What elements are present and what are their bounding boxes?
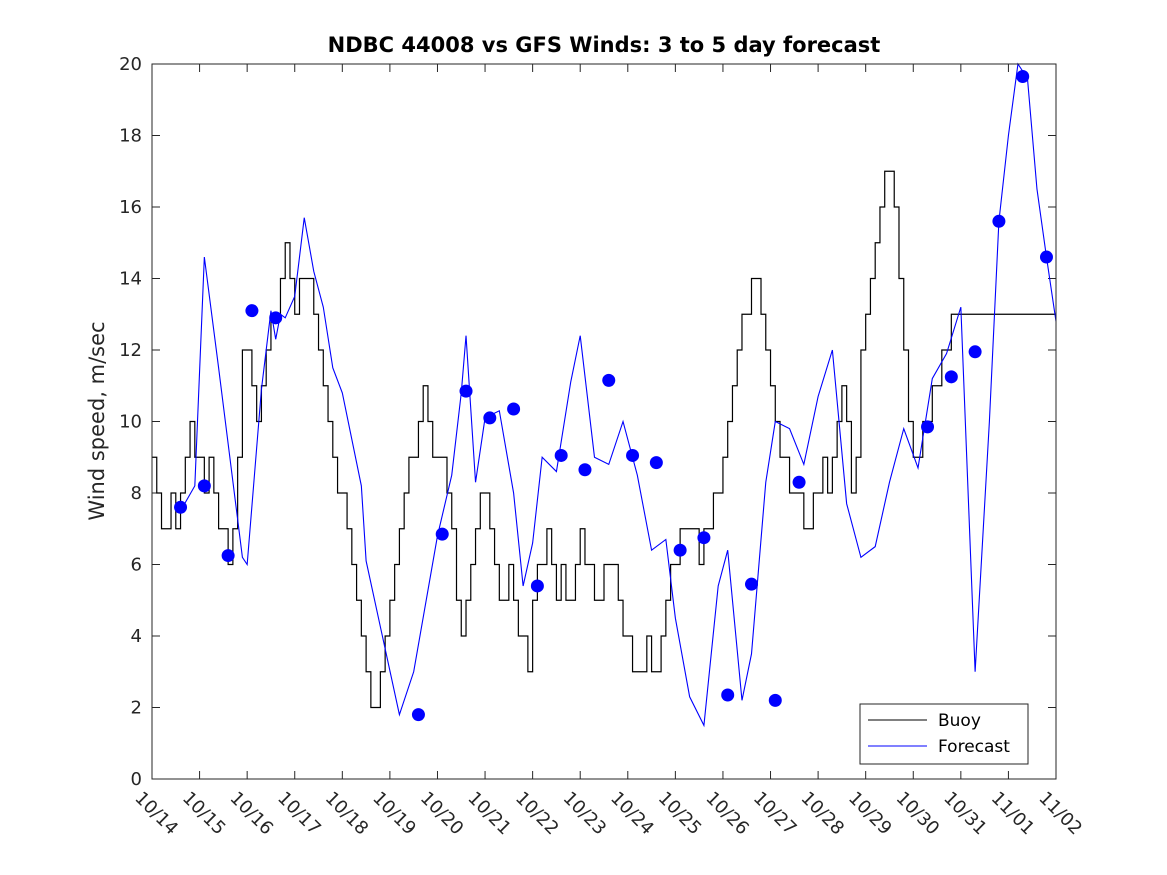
forecast-marker [649,456,663,470]
forecast-marker [483,411,497,425]
forecast-marker [1039,250,1053,264]
forecast-marker [992,214,1006,228]
y-tick-label: 18 [119,126,142,147]
y-tick-label: 20 [119,54,142,75]
y-axis-ticks: 0 2 4 6 8 10 12 14 16 18 20 [119,54,1056,790]
forecast-marker [197,479,211,493]
legend: Buoy Forecast [859,703,1029,765]
forecast-marker [435,527,449,541]
forecast-marker [673,543,687,557]
forecast-marker [578,463,592,477]
plot-area [152,64,1056,779]
forecast-marker [602,373,616,387]
forecast-marker [721,688,735,702]
series-layer [152,62,1057,728]
legend-forecast-label: Forecast [938,737,1010,757]
buoy-series-line [152,170,1056,709]
y-tick-label: 4 [131,626,142,647]
y-axis-label: Wind speed, m/sec [85,321,109,520]
forecast-marker [697,531,711,545]
forecast-marker [174,500,188,514]
forecast-marker [1016,70,1030,84]
legend-buoy-label: Buoy [938,711,981,731]
y-tick-label: 12 [119,340,142,361]
forecast-marker [530,579,544,593]
y-tick-label: 16 [119,197,142,218]
legend-box [859,703,1029,765]
forecast-marker [554,448,568,462]
forecast-marker [507,402,521,416]
forecast-marker [768,693,782,707]
plot-frame [151,63,1057,780]
y-tick-label: 8 [131,483,142,504]
forecast-marker [221,549,235,563]
y-tick-label: 2 [131,698,142,719]
forecast-marker [792,475,806,489]
y-tick-label: 6 [131,555,142,576]
forecast-marker [269,311,283,325]
forecast-marker [944,370,958,384]
chart-title: NDBC 44008 vs GFS Winds: 3 to 5 day fore… [328,33,881,57]
forecast-marker [245,304,259,318]
forecast-marker [411,708,425,722]
forecast-marker [921,420,935,434]
forecast-marker [459,384,473,398]
y-tick-label: 14 [119,269,142,290]
forecast-series-line [180,62,1057,728]
forecast-marker [968,345,982,359]
forecast-marker [744,577,758,591]
y-tick-label: 0 [131,769,142,790]
y-tick-label: 10 [119,412,142,433]
forecast-marker [626,448,640,462]
